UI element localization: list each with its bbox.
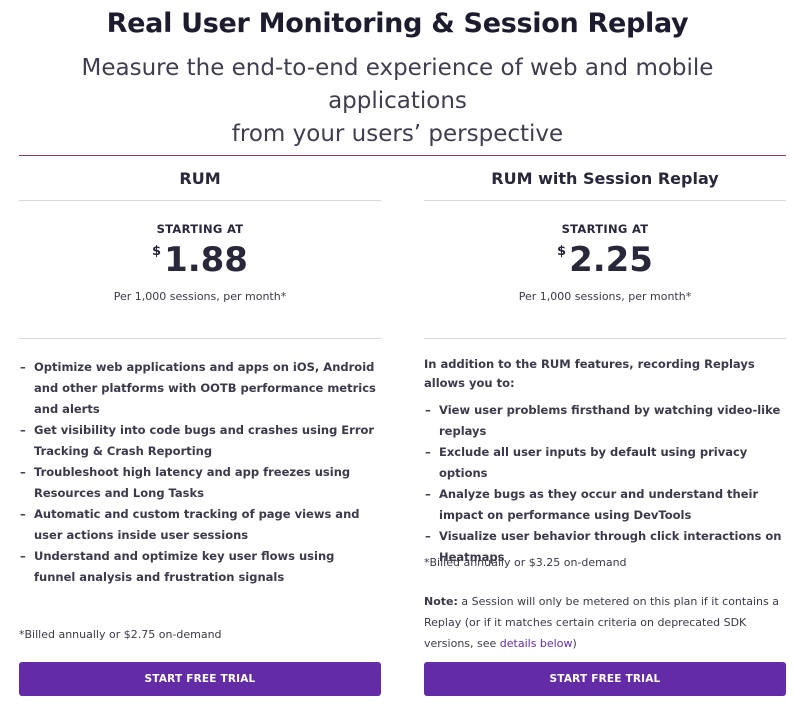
feature-list: – View user problems firsthand by watchin…: [424, 400, 784, 568]
feature-text: Analyze bugs as they occur and understan…: [439, 487, 759, 522]
list-item: – Understand and optimize key user flows …: [19, 546, 379, 588]
subtitle-line-1: Measure the end-to-end experience of web…: [81, 55, 714, 114]
price-amount: 1.88: [164, 240, 248, 280]
list-item: – Automatic and custom tracking of page v…: [19, 504, 379, 546]
feature-text: Exclude all user inputs by default using…: [439, 445, 748, 480]
feature-list: – Optimize web applications and apps on i…: [19, 357, 379, 588]
list-item: – Visualize user behavior through click i…: [424, 526, 784, 568]
feature-text: Get visibility into code bugs and crashe…: [34, 423, 375, 458]
note-label: Note:: [424, 595, 458, 608]
list-item: – Analyze bugs as they occur and understa…: [424, 484, 784, 526]
list-item: – View user problems firsthand by watchin…: [424, 400, 784, 442]
dash-bullet: –: [20, 549, 26, 563]
dash-bullet: –: [20, 423, 26, 437]
dash-bullet: –: [425, 445, 431, 459]
list-item: – Exclude all user inputs by default usin…: [424, 442, 784, 484]
start-free-trial-button[interactable]: START FREE TRIAL: [424, 662, 786, 696]
dash-bullet: –: [425, 529, 431, 543]
subtitle-line-2: from your users’ perspective: [231, 121, 564, 147]
starting-at-label: STARTING AT: [156, 222, 244, 236]
price-amount: 2.25: [569, 240, 653, 280]
section-divider: [19, 155, 786, 156]
dash-bullet: –: [425, 487, 431, 501]
starting-at-label: STARTING AT: [561, 222, 649, 236]
currency-symbol: $: [557, 244, 567, 259]
details-below-link[interactable]: details below: [499, 637, 573, 650]
list-item: – Troubleshoot high latency and app freez…: [19, 462, 379, 504]
feature-text: Automatic and custom tracking of page vi…: [34, 507, 360, 542]
billing-note: *Billed annually or $3.25 on-demand: [424, 556, 627, 569]
plan-name-divider: [424, 200, 786, 201]
session-metering-note: Note: a Session will only be metered on …: [424, 591, 786, 654]
plan-name: RUM: [179, 169, 221, 188]
features-intro: In addition to the RUM features, recordi…: [424, 357, 755, 390]
list-item: – Get visibility into code bugs and crash…: [19, 420, 379, 462]
feature-text: Troubleshoot high latency and app freeze…: [34, 465, 351, 500]
feature-text: Visualize user behavior through click in…: [439, 529, 782, 564]
plan-price: $1.88: [19, 240, 381, 280]
plan-name: RUM with Session Replay: [491, 169, 719, 188]
page-subtitle: Measure the end-to-end experience of web…: [20, 52, 775, 151]
dash-bullet: –: [425, 403, 431, 417]
plan-name-divider: [19, 200, 381, 201]
note-text: a Session will only be metered on this p…: [424, 595, 779, 650]
dash-bullet: –: [20, 465, 26, 479]
billing-note: *Billed annually or $2.75 on-demand: [19, 628, 222, 641]
price-divider: [19, 338, 381, 339]
feature-text: Optimize web applications and apps on iO…: [34, 360, 376, 416]
plan-card-rum-session-replay: RUM with Session Replay STARTING AT $2.2…: [424, 156, 786, 704]
dash-bullet: –: [20, 360, 26, 374]
currency-symbol: $: [152, 244, 162, 259]
page-title: Real User Monitoring & Session Replay: [106, 8, 689, 39]
note-end: ): [572, 637, 577, 650]
plan-price: $2.25: [424, 240, 786, 280]
start-free-trial-button[interactable]: START FREE TRIAL: [19, 662, 381, 696]
price-divider: [424, 338, 786, 339]
dash-bullet: –: [20, 507, 26, 521]
price-unit: Per 1,000 sessions, per month*: [113, 290, 287, 303]
price-unit: Per 1,000 sessions, per month*: [518, 290, 692, 303]
feature-text: View user problems firsthand by watching…: [439, 403, 781, 438]
feature-text: Understand and optimize key user flows u…: [34, 549, 335, 584]
plan-card-rum: RUM STARTING AT $1.88 Per 1,000 sessions…: [19, 156, 381, 704]
list-item: – Optimize web applications and apps on i…: [19, 357, 379, 420]
